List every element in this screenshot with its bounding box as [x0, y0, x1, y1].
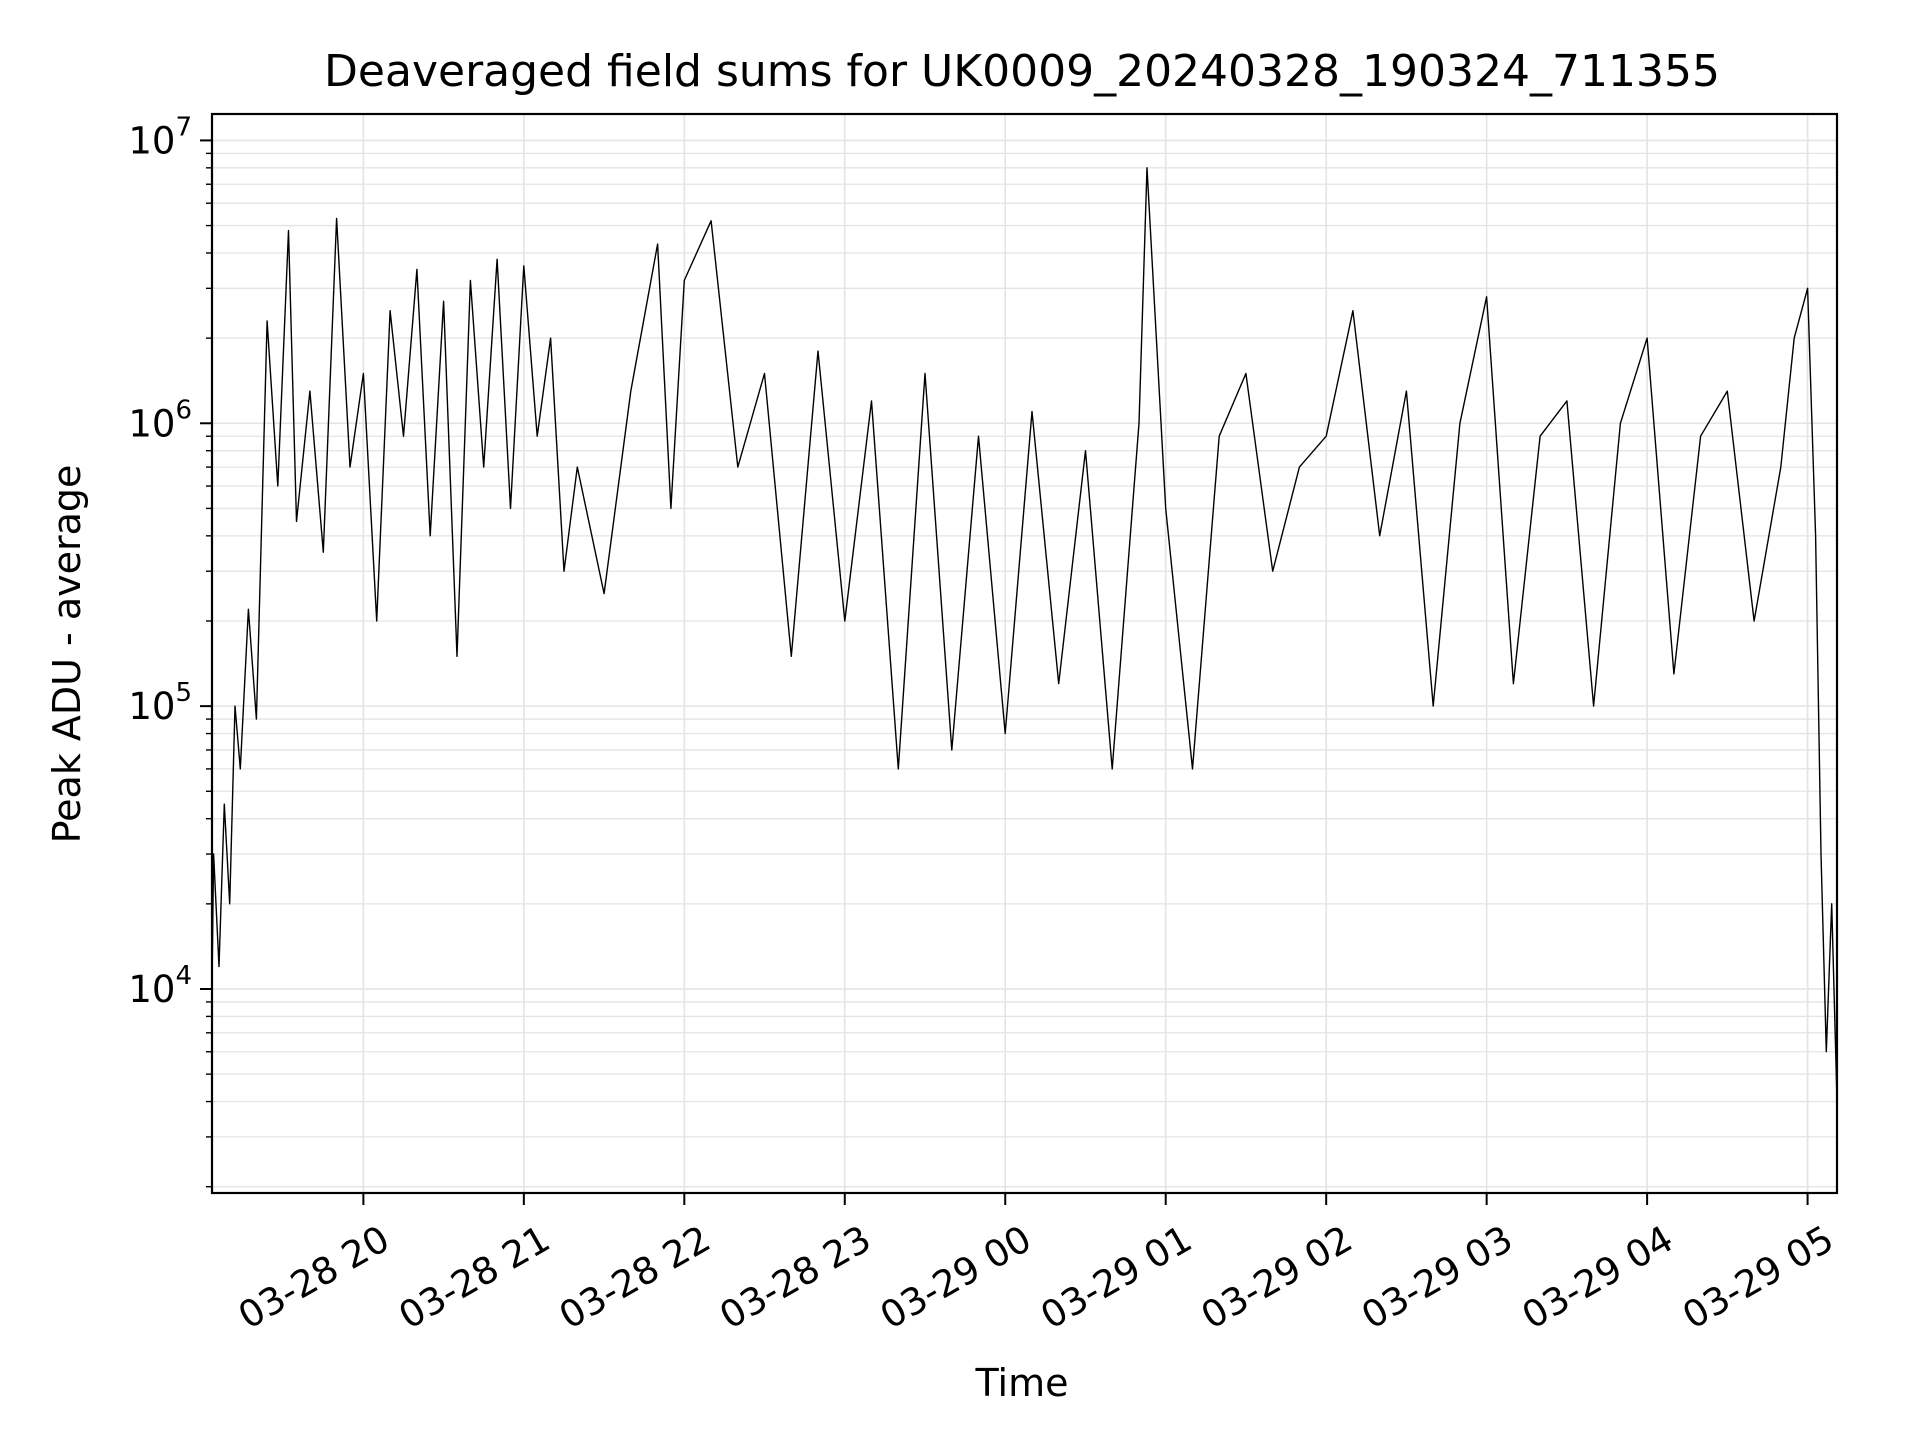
x-axis-label: Time [975, 1361, 1069, 1405]
y-tick-label: 106 [128, 395, 192, 445]
grid-lines [212, 114, 1837, 1193]
chart-title: Deaveraged field sums for UK0009_2024032… [324, 46, 1720, 97]
series-layer [211, 167, 1838, 1102]
y-tick-label: 105 [128, 678, 192, 728]
y-axis-label: Peak ADU - average [45, 465, 89, 844]
y-tick-label: 107 [128, 112, 192, 162]
series-line [211, 167, 1838, 1102]
y-tick-label: 104 [128, 961, 192, 1011]
plot-frame [210, 112, 1839, 1195]
